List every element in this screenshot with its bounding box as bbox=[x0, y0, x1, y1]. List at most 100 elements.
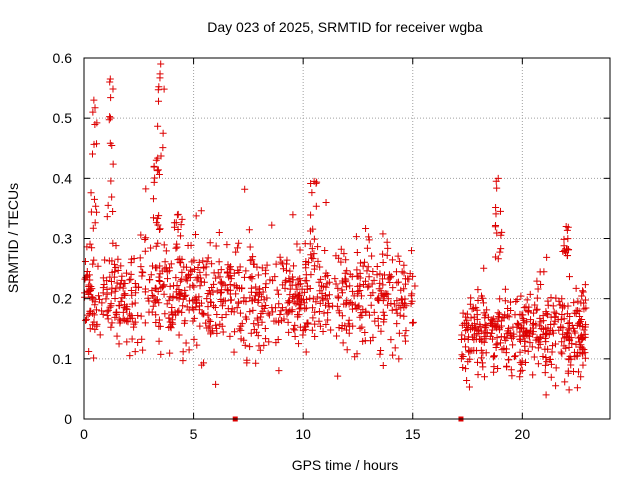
data-point bbox=[168, 308, 176, 316]
y-tick-labels: 0 0.1 0.2 0.3 0.4 0.5 0.6 bbox=[53, 50, 73, 427]
data-point bbox=[370, 276, 378, 284]
data-point bbox=[522, 303, 530, 311]
data-point bbox=[565, 356, 573, 364]
data-point bbox=[466, 347, 474, 355]
data-point bbox=[463, 316, 471, 324]
data-point bbox=[534, 344, 542, 352]
data-point bbox=[149, 195, 157, 203]
data-point bbox=[534, 336, 542, 344]
data-point bbox=[232, 248, 240, 256]
data-point bbox=[98, 307, 106, 315]
data-point bbox=[308, 189, 316, 197]
data-point bbox=[507, 366, 515, 374]
data-point bbox=[203, 324, 211, 332]
y-tick-label: 0.6 bbox=[53, 50, 73, 66]
data-point bbox=[185, 346, 193, 354]
data-point bbox=[235, 239, 243, 247]
data-point bbox=[108, 319, 116, 327]
data-point bbox=[286, 267, 294, 275]
data-point bbox=[231, 328, 239, 336]
x-tick-label: 15 bbox=[405, 426, 421, 442]
data-point bbox=[379, 230, 387, 238]
data-point bbox=[318, 282, 326, 290]
data-point bbox=[333, 302, 341, 310]
data-point bbox=[123, 338, 131, 346]
data-point bbox=[301, 240, 309, 248]
data-point bbox=[502, 349, 510, 357]
data-point bbox=[358, 292, 366, 300]
data-point bbox=[537, 281, 545, 289]
data-point bbox=[92, 306, 100, 314]
data-point bbox=[91, 325, 99, 333]
data-point bbox=[482, 322, 490, 330]
data-point bbox=[353, 249, 361, 257]
data-point bbox=[113, 279, 121, 287]
data-point bbox=[314, 257, 322, 265]
data-point bbox=[235, 269, 243, 277]
data-point bbox=[581, 354, 589, 362]
data-point bbox=[339, 339, 347, 347]
data-point bbox=[497, 231, 505, 239]
data-point bbox=[319, 327, 327, 335]
data-point bbox=[85, 348, 93, 356]
data-point bbox=[395, 355, 403, 363]
data-point bbox=[173, 240, 181, 248]
data-point bbox=[295, 311, 303, 319]
data-point bbox=[501, 285, 509, 293]
data-point bbox=[295, 280, 303, 288]
data-point bbox=[88, 285, 96, 293]
data-point bbox=[188, 258, 196, 266]
data-point bbox=[264, 309, 272, 317]
data-point bbox=[302, 271, 310, 279]
data-point bbox=[263, 261, 271, 269]
data-point bbox=[90, 195, 98, 203]
data-point bbox=[501, 336, 509, 344]
data-point bbox=[115, 340, 123, 348]
data-point bbox=[282, 266, 290, 274]
data-point bbox=[219, 328, 227, 336]
data-point bbox=[166, 323, 174, 331]
data-point bbox=[479, 299, 487, 307]
data-point bbox=[324, 316, 332, 324]
data-point bbox=[193, 276, 201, 284]
data-point bbox=[560, 242, 568, 250]
data-point bbox=[470, 313, 478, 321]
data-point bbox=[558, 338, 566, 346]
data-point bbox=[307, 251, 315, 259]
data-point bbox=[378, 275, 386, 283]
data-point bbox=[409, 318, 417, 326]
data-point bbox=[368, 252, 376, 260]
data-point bbox=[174, 226, 182, 234]
data-point bbox=[187, 241, 195, 249]
data-point bbox=[379, 250, 387, 258]
data-point bbox=[490, 352, 498, 360]
data-point bbox=[192, 231, 200, 239]
data-point bbox=[148, 291, 156, 299]
data-point bbox=[397, 286, 405, 294]
data-point bbox=[376, 279, 384, 287]
data-point bbox=[539, 317, 547, 325]
y-tick-label: 0.3 bbox=[53, 231, 73, 247]
data-point bbox=[315, 317, 323, 325]
data-point bbox=[246, 343, 254, 351]
data-point bbox=[582, 296, 590, 304]
data-point bbox=[155, 337, 163, 345]
data-point bbox=[156, 225, 164, 233]
data-point bbox=[393, 309, 401, 317]
data-point bbox=[569, 324, 577, 332]
data-point bbox=[236, 309, 244, 317]
data-point bbox=[536, 322, 544, 330]
data-point bbox=[271, 304, 279, 312]
data-point bbox=[384, 295, 392, 303]
data-point bbox=[380, 315, 388, 323]
data-point bbox=[246, 308, 254, 316]
data-point bbox=[90, 140, 98, 148]
data-point bbox=[527, 316, 535, 324]
data-point bbox=[459, 309, 467, 317]
data-point bbox=[202, 319, 210, 327]
data-point bbox=[277, 258, 285, 266]
data-point bbox=[557, 348, 565, 356]
data-point bbox=[156, 270, 164, 278]
data-point bbox=[116, 317, 124, 325]
data-point bbox=[405, 275, 413, 283]
